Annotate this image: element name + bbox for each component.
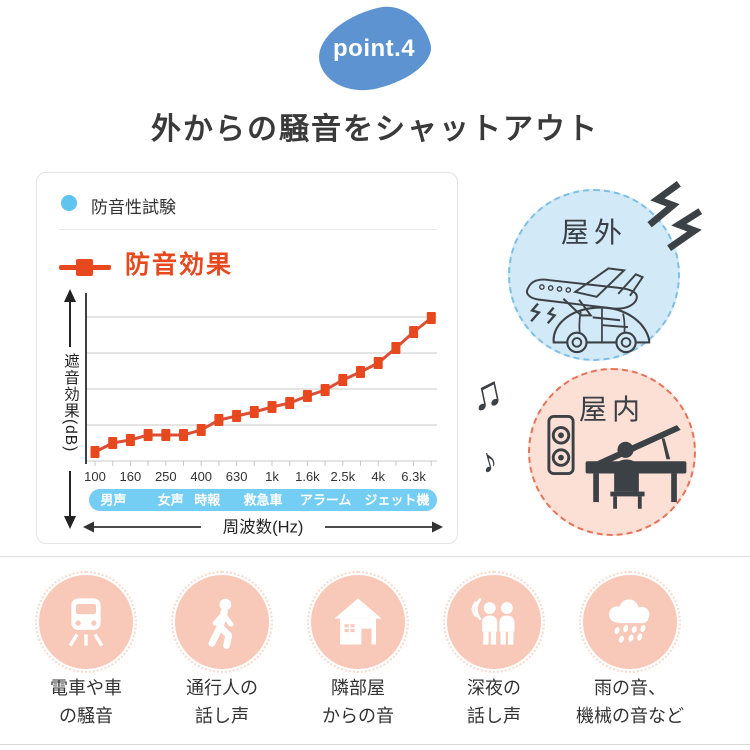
rain-icon: [579, 571, 681, 673]
noise-source-label: 通行人の 話し声: [186, 678, 258, 726]
svg-text:時報: 時報: [194, 493, 221, 508]
svg-text:周波数(Hz): 周波数(Hz): [223, 518, 304, 537]
chart-panel: 防音性試験 防音効果 遮音効果(dB) 100 160 250 400 630 1k 1.6…: [36, 172, 458, 544]
piano-player-icon: [585, 425, 687, 509]
music-note-single-icon: ♪: [475, 440, 502, 482]
train-icon: [35, 571, 137, 673]
noise-source-label: 雨の音、 機械の音など: [576, 678, 684, 726]
house-icon: [307, 571, 409, 673]
outdoor-label: 屋外: [560, 217, 627, 248]
legend-effect-label: 防音効果: [125, 251, 234, 279]
noise-source-rain: 雨の音、 機械の音など: [555, 570, 705, 731]
svg-text:100: 100: [84, 469, 106, 484]
outdoor-circle: 屋外: [508, 189, 680, 361]
y-axis-label: 遮音効果(dB): [62, 353, 79, 453]
point-badge-label: point.4: [332, 35, 416, 63]
indoor-circle: 屋内: [528, 368, 696, 536]
svg-text:男声: 男声: [100, 493, 126, 508]
noise-source-pedestrian: 通行人の 話し声: [147, 570, 297, 731]
airplane-icon: [526, 267, 645, 329]
noise-source-voices: 深夜の 話し声: [419, 570, 569, 731]
svg-text:4k: 4k: [371, 469, 385, 484]
bottom-divider: [0, 744, 750, 745]
svg-text:1.6k: 1.6k: [295, 469, 320, 484]
svg-text:2.5k: 2.5k: [331, 469, 356, 484]
talking-people-icon: [443, 571, 545, 673]
page-title: 外からの騒音をシャットアウト: [151, 113, 599, 146]
point-badge: point.4: [310, 0, 438, 101]
top-divider: [0, 556, 750, 557]
arrow-up-icon: [64, 289, 76, 347]
noise-source-label: 隣部屋 からの音: [322, 678, 394, 726]
svg-text:630: 630: [226, 469, 248, 484]
svg-text:アラーム: アラーム: [300, 493, 352, 508]
legend-effect-marker-icon: [76, 259, 93, 276]
pedestrian-icon: [171, 571, 273, 673]
svg-text:1k: 1k: [265, 469, 279, 484]
svg-text:160: 160: [120, 469, 142, 484]
svg-text:救急車: 救急車: [243, 493, 282, 508]
legend-test-label: 防音性試験: [91, 198, 176, 217]
effect-chart-svg: 100 160 250 400 630 1k 1.6k 2.5k 4k 6.3k 男声 女声 時報 救急車…: [83, 293, 443, 537]
svg-text:250: 250: [155, 469, 177, 484]
arrow-down-icon: [64, 471, 76, 529]
svg-text:400: 400: [190, 469, 212, 484]
legend-divider: [59, 229, 437, 230]
indoor-label: 屋内: [578, 394, 645, 425]
svg-text:ジェット機: ジェット機: [364, 493, 429, 508]
noise-source-house: 隣部屋 からの音: [283, 570, 433, 731]
speaker-icon: [547, 414, 575, 476]
y-axis-column: 遮音効果(dB): [57, 289, 83, 529]
noise-source-train: 電車や車 の騒音: [11, 570, 161, 731]
music-note-double-icon: ♫: [465, 366, 508, 421]
noise-source-label: 深夜の 話し声: [467, 678, 521, 726]
car-icon: [552, 306, 651, 354]
svg-text:女声: 女声: [158, 493, 184, 508]
noise-zigzag-icon: [647, 181, 703, 251]
legend-test-dot-icon: [61, 195, 77, 211]
svg-text:6.3k: 6.3k: [401, 469, 426, 484]
noise-source-label: 電車や車 の騒音: [50, 678, 122, 726]
